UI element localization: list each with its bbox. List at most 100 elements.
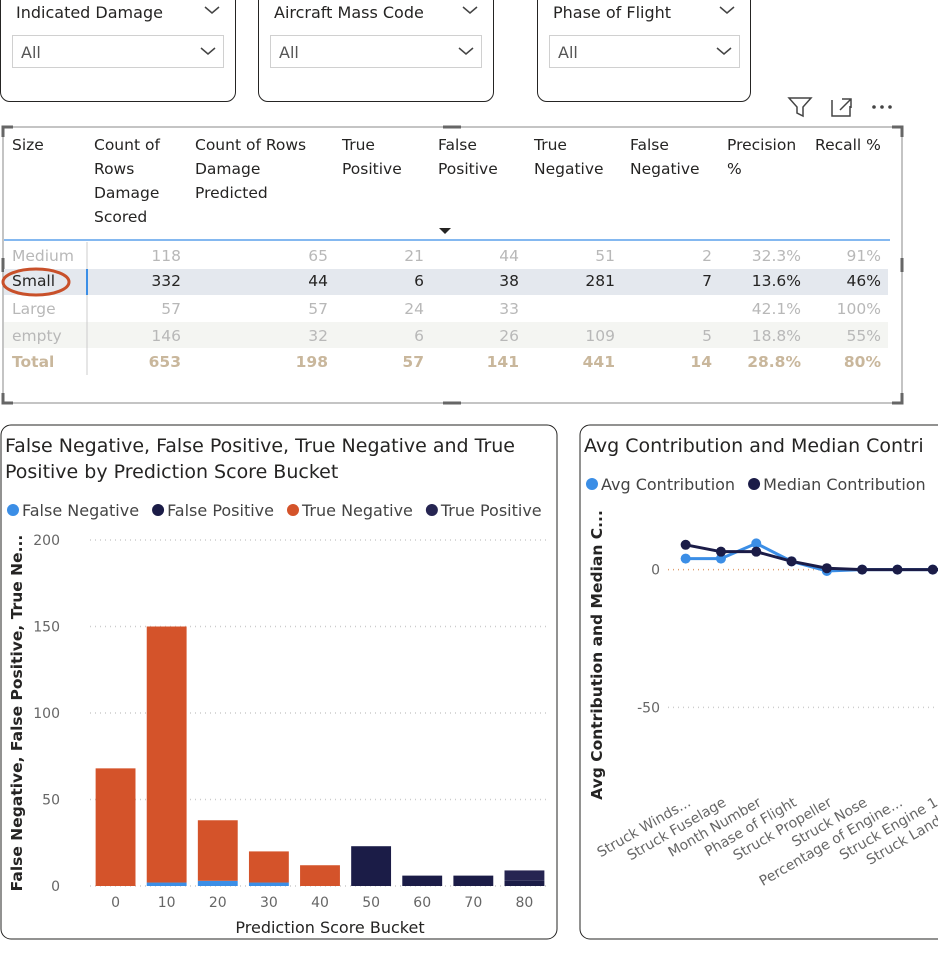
row-label: Small <box>12 272 56 290</box>
x-tick-label: 70 <box>464 895 482 911</box>
cell-value: 91% <box>846 247 881 265</box>
column-header: False Negative <box>630 136 700 178</box>
bar-segment <box>197 880 238 886</box>
bar-segment <box>95 768 136 886</box>
slicer[interactable]: Indicated Damage All <box>0 0 236 102</box>
chevron-path <box>458 47 474 55</box>
legend-label: False Negative <box>22 501 139 520</box>
point <box>786 556 797 567</box>
column-header: Recall % <box>815 136 881 154</box>
legend-marker <box>586 478 598 490</box>
chevron <box>462 6 478 14</box>
cell-value: 57 <box>402 353 424 371</box>
bar-segment <box>402 875 443 886</box>
bar-segment <box>146 882 187 886</box>
row-label: Total <box>12 353 55 371</box>
title-line: Positive by Prediction Score Bucket <box>5 461 338 483</box>
point <box>680 553 691 564</box>
column-header: True Negative <box>534 136 604 178</box>
slicer[interactable]: Phase of Flight All <box>537 0 751 102</box>
chart-panel <box>579 424 938 940</box>
legend-label: False Positive <box>167 501 274 520</box>
slicer[interactable]: Aircraft Mass Code All <box>258 0 494 102</box>
chevron-path <box>204 6 220 14</box>
slicer-value: All <box>558 43 578 62</box>
y-tick-label: -50 <box>637 700 660 716</box>
slicer-dropdown[interactable]: All <box>549 35 740 68</box>
x-tick-label: 10 <box>158 895 176 911</box>
cell-value: 80% <box>843 353 881 371</box>
chevron <box>719 6 735 14</box>
cell-value: 38 <box>499 272 519 290</box>
chevron-path <box>200 47 216 55</box>
x-tick-label: 50 <box>362 895 380 911</box>
cell-value: 653 <box>148 353 181 371</box>
row-label: empty <box>12 327 62 345</box>
legend-marker <box>425 504 438 516</box>
cell-value: 7 <box>702 272 712 290</box>
chart-title: False Negative, False Positive, True Neg… <box>5 435 515 483</box>
cell-value: 6 <box>414 327 424 345</box>
chevron <box>204 6 220 14</box>
column-header: True Positive <box>342 136 402 178</box>
y-tick-label: 0 <box>51 879 60 895</box>
bar-segment <box>504 880 545 886</box>
cell-value: 141 <box>486 353 519 371</box>
point <box>715 553 726 564</box>
slicer-dropdown[interactable]: All <box>270 35 482 68</box>
slicer-title: Aircraft Mass Code <box>274 3 424 22</box>
column-header: Count of Rows Damage Scored <box>94 136 160 226</box>
legend-label: Median Contribution <box>763 475 926 494</box>
point <box>715 546 726 557</box>
x-tick-label: 0 <box>111 895 120 911</box>
title-line: False Negative, False Positive, True Neg… <box>5 435 515 457</box>
y-tick-label: 50 <box>42 793 60 809</box>
point <box>892 564 903 575</box>
legend-marker <box>152 504 165 516</box>
point <box>927 564 938 575</box>
cell-value: 146 <box>151 327 181 345</box>
slicer-title: Phase of Flight <box>553 3 672 22</box>
cell-value: 441 <box>582 353 615 371</box>
x-tick-label: 30 <box>260 895 278 911</box>
cell-value: 14 <box>690 353 712 371</box>
point <box>751 546 762 557</box>
x-tick-label: 40 <box>311 895 329 911</box>
cell-value: 55% <box>846 327 881 345</box>
row-label: Large <box>12 300 56 318</box>
cell-value: 109 <box>585 327 615 345</box>
cell-value: 46% <box>846 272 881 290</box>
title-line: Avg Contribution and Median Contri <box>584 435 924 457</box>
cell-value: 26 <box>499 327 519 345</box>
chevron-path <box>462 6 478 14</box>
y-axis-title: Avg Contribution and Median C... <box>588 510 606 800</box>
y-tick-label: 200 <box>33 533 60 549</box>
y-tick-label: 100 <box>33 706 60 722</box>
row-label: Medium <box>12 247 74 265</box>
chart: Avg Contribution Median Contribution -50 0 A… <box>586 475 938 890</box>
slicer-value: All <box>279 43 299 62</box>
slicer-title: Indicated Damage <box>16 3 163 22</box>
chevron-path <box>716 47 732 55</box>
column-header: Count of Rows Damage Predicted <box>195 136 307 202</box>
chart-panel <box>0 424 558 940</box>
cell-value: 28.8% <box>747 353 801 371</box>
legend-label: Avg Contribution <box>601 475 735 494</box>
slicer-dropdown[interactable]: All <box>12 35 224 68</box>
cell-value: 13.6% <box>751 272 801 290</box>
cell-value: 2 <box>702 247 712 265</box>
bar-segment <box>351 846 392 886</box>
point <box>821 563 832 574</box>
cell-value: 42.1% <box>751 300 801 318</box>
bar-segment <box>300 865 340 886</box>
x-tick-label: 20 <box>209 895 227 911</box>
legend-label: True Negative <box>301 501 413 520</box>
chevron <box>200 47 216 55</box>
cell-value: 281 <box>585 272 615 290</box>
point <box>680 539 691 550</box>
legend-marker <box>287 504 299 516</box>
legend-label: True Positive <box>440 501 542 520</box>
cell-value: 65 <box>308 247 328 265</box>
cell-value: 5 <box>702 327 712 345</box>
